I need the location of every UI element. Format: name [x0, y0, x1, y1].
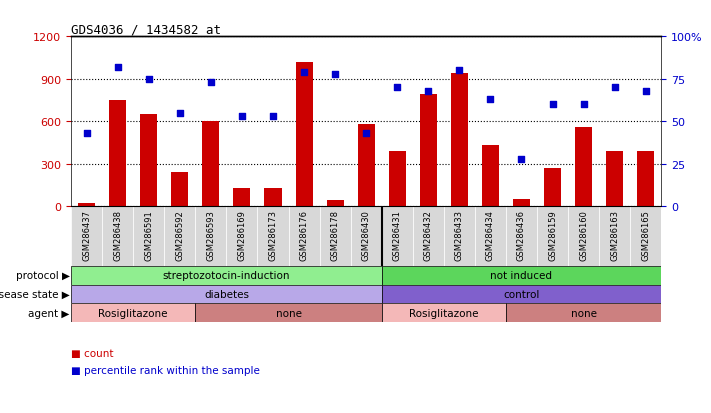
- Text: not induced: not induced: [491, 271, 552, 280]
- Text: control: control: [503, 289, 540, 299]
- Point: [485, 97, 496, 103]
- Bar: [226, 207, 257, 266]
- Text: GSM286169: GSM286169: [237, 210, 247, 261]
- Bar: [264, 188, 282, 207]
- Text: GSM286159: GSM286159: [548, 210, 557, 260]
- Bar: [71, 304, 196, 322]
- Text: GSM286591: GSM286591: [144, 210, 154, 260]
- Point: [81, 131, 92, 137]
- Bar: [544, 169, 561, 207]
- Text: GSM286438: GSM286438: [113, 210, 122, 261]
- Bar: [71, 285, 382, 304]
- Text: GSM286436: GSM286436: [517, 210, 526, 261]
- Text: GSM286178: GSM286178: [331, 210, 340, 261]
- Bar: [289, 207, 319, 266]
- Bar: [506, 207, 537, 266]
- Text: Rosiglitazone: Rosiglitazone: [409, 308, 479, 318]
- Text: disease state ▶: disease state ▶: [0, 289, 70, 299]
- Text: GSM286433: GSM286433: [455, 210, 464, 261]
- Text: GSM286592: GSM286592: [176, 210, 184, 260]
- Point: [299, 69, 310, 76]
- Text: GSM286434: GSM286434: [486, 210, 495, 261]
- Text: ■ count: ■ count: [71, 348, 114, 358]
- Text: GDS4036 / 1434582_at: GDS4036 / 1434582_at: [71, 23, 221, 36]
- Point: [329, 71, 341, 78]
- Bar: [482, 146, 499, 207]
- Bar: [133, 207, 164, 266]
- Bar: [203, 122, 220, 207]
- Bar: [71, 207, 102, 266]
- Text: agent ▶: agent ▶: [28, 308, 70, 318]
- Bar: [351, 207, 382, 266]
- Bar: [358, 125, 375, 207]
- Point: [515, 156, 527, 163]
- Bar: [140, 115, 157, 207]
- Bar: [382, 266, 661, 285]
- Text: GSM286176: GSM286176: [299, 210, 309, 261]
- Bar: [389, 152, 406, 207]
- Bar: [419, 95, 437, 207]
- Bar: [78, 203, 95, 207]
- Text: GSM286593: GSM286593: [206, 210, 215, 261]
- Bar: [382, 207, 413, 266]
- Text: diabetes: diabetes: [204, 289, 249, 299]
- Bar: [637, 152, 654, 207]
- Text: GSM286160: GSM286160: [579, 210, 588, 261]
- Text: GSM286163: GSM286163: [610, 210, 619, 261]
- Bar: [257, 207, 289, 266]
- Bar: [513, 200, 530, 207]
- Bar: [109, 101, 127, 207]
- Text: none: none: [571, 308, 597, 318]
- Text: GSM286165: GSM286165: [641, 210, 650, 261]
- Bar: [382, 304, 506, 322]
- Bar: [444, 207, 475, 266]
- Point: [640, 88, 651, 95]
- Bar: [196, 207, 226, 266]
- Bar: [382, 285, 661, 304]
- Bar: [475, 207, 506, 266]
- Bar: [319, 207, 351, 266]
- Text: ■ percentile rank within the sample: ■ percentile rank within the sample: [71, 365, 260, 375]
- Bar: [71, 266, 382, 285]
- Bar: [296, 63, 313, 207]
- Point: [454, 68, 465, 74]
- Text: GSM286430: GSM286430: [362, 210, 370, 261]
- Bar: [326, 200, 343, 207]
- Bar: [537, 207, 568, 266]
- Point: [112, 64, 124, 71]
- Text: streptozotocin-induction: streptozotocin-induction: [163, 271, 290, 280]
- Point: [360, 131, 372, 137]
- Point: [609, 85, 620, 91]
- Point: [143, 76, 154, 83]
- Point: [236, 114, 247, 120]
- Bar: [413, 207, 444, 266]
- Point: [205, 80, 217, 86]
- Text: GSM286432: GSM286432: [424, 210, 433, 261]
- Text: protocol ▶: protocol ▶: [16, 271, 70, 280]
- Text: GSM286437: GSM286437: [82, 210, 91, 261]
- Point: [174, 110, 186, 117]
- Bar: [630, 207, 661, 266]
- Point: [392, 85, 403, 91]
- Bar: [196, 304, 382, 322]
- Text: none: none: [276, 308, 301, 318]
- Point: [578, 102, 589, 108]
- Point: [422, 88, 434, 95]
- Bar: [171, 173, 188, 207]
- Bar: [599, 207, 630, 266]
- Point: [547, 102, 558, 108]
- Bar: [233, 188, 250, 207]
- Bar: [102, 207, 133, 266]
- Bar: [606, 152, 623, 207]
- Bar: [506, 304, 661, 322]
- Text: GSM286173: GSM286173: [269, 210, 277, 261]
- Point: [267, 114, 279, 120]
- Text: Rosiglitazone: Rosiglitazone: [98, 308, 168, 318]
- Bar: [451, 74, 468, 207]
- Bar: [164, 207, 196, 266]
- Text: GSM286431: GSM286431: [392, 210, 402, 261]
- Bar: [575, 128, 592, 207]
- Bar: [568, 207, 599, 266]
